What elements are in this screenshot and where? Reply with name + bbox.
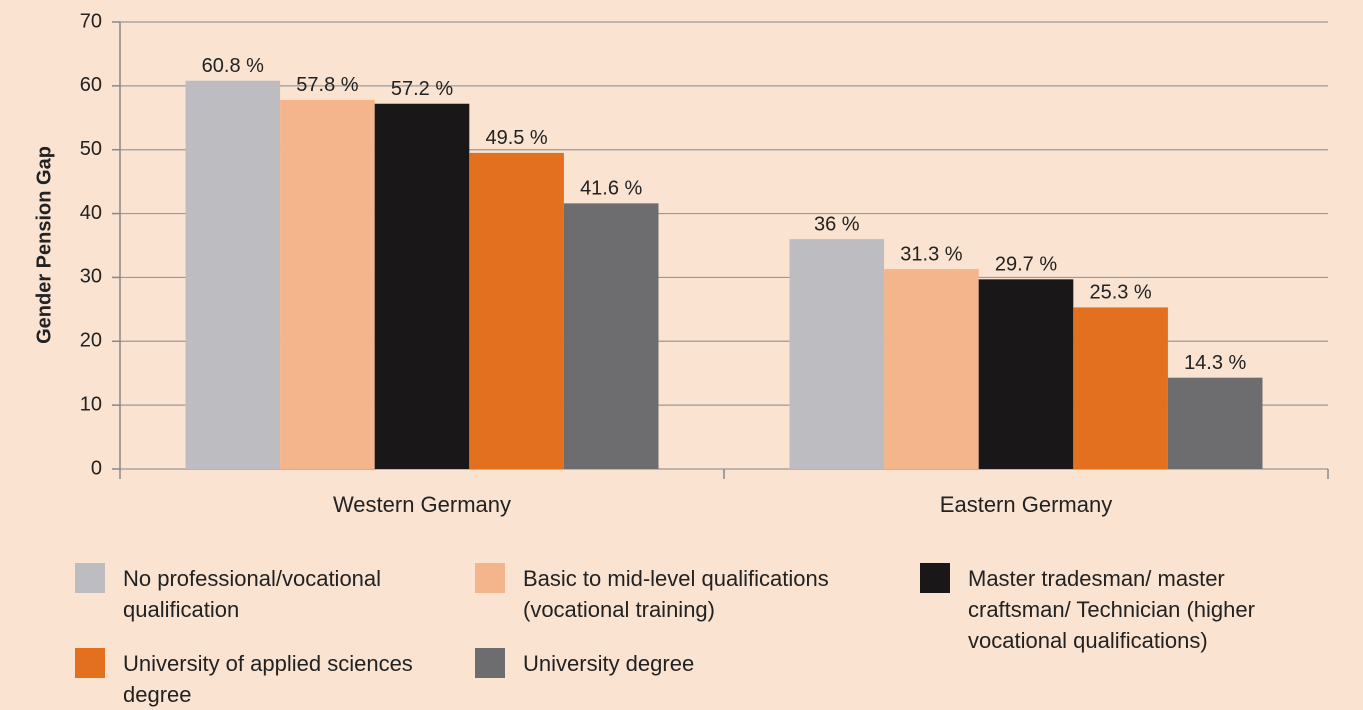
legend-label: Basic to mid-level qualifications (vocat… — [523, 566, 829, 622]
data-label: 57.8 % — [296, 74, 358, 96]
x-tick-label: Eastern Germany — [940, 492, 1112, 517]
bar — [469, 152, 564, 469]
legend-label: Master tradesman/ master craftsman/ Tech… — [968, 566, 1255, 653]
data-label: 49.5 % — [485, 127, 547, 149]
bar — [978, 279, 1074, 469]
data-label: 41.6 % — [580, 178, 642, 200]
legend-swatch — [920, 563, 950, 593]
legend-item: University degree — [475, 648, 903, 679]
y-tick-label: 40 — [80, 202, 102, 224]
y-tick-label: 70 — [80, 10, 102, 32]
data-label: 57.2 % — [391, 78, 453, 100]
bar — [789, 239, 885, 469]
y-tick-label: 0 — [91, 457, 102, 479]
y-tick-label: 50 — [80, 138, 102, 160]
legend-swatch — [475, 563, 505, 593]
data-label: 25.3 % — [1089, 282, 1151, 304]
legend-label: University degree — [523, 651, 695, 676]
y-tick-label: 20 — [80, 330, 102, 352]
legend-swatch — [475, 648, 505, 678]
bar — [884, 269, 979, 469]
bar — [185, 80, 281, 470]
legend-swatch — [75, 648, 105, 678]
bar — [1167, 377, 1263, 469]
legend-item: No professional/vocational qualification — [75, 563, 453, 625]
y-tick-label: 30 — [80, 266, 102, 288]
data-label: 31.3 % — [900, 243, 962, 265]
bar — [563, 203, 659, 469]
x-tick-label: Western Germany — [333, 492, 511, 517]
bar — [374, 103, 470, 469]
data-label: 60.8 % — [202, 55, 264, 77]
data-label: 36 % — [814, 213, 860, 235]
y-tick-label: 10 — [80, 393, 102, 415]
legend-label: No professional/vocational qualification — [123, 566, 382, 622]
legend-item: Master tradesman/ master craftsman/ Tech… — [920, 563, 1308, 656]
bar — [1073, 307, 1168, 469]
data-label: 14.3 % — [1184, 352, 1246, 374]
legend-swatch — [75, 563, 105, 593]
bar — [280, 99, 375, 470]
y-tick-label: 60 — [80, 74, 102, 96]
legend-item: University of applied sciences degree — [75, 648, 453, 710]
data-label: 29.7 % — [995, 254, 1057, 276]
legend-item: Basic to mid-level qualifications (vocat… — [475, 563, 903, 625]
y-axis-label: Gender Pension Gap — [33, 146, 55, 344]
legend-label: University of applied sciences degree — [123, 651, 413, 707]
